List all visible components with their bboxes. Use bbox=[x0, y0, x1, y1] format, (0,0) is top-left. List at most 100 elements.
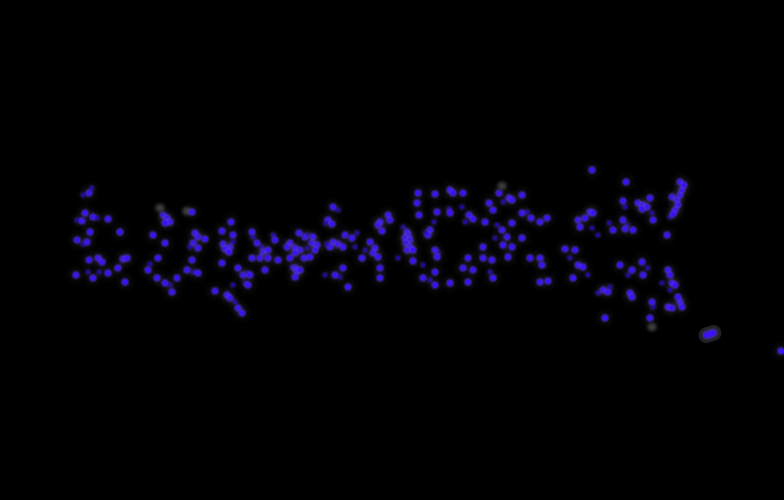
bright-spot bbox=[174, 275, 180, 281]
bright-spot bbox=[312, 247, 318, 253]
dim-spot bbox=[325, 242, 329, 246]
bright-spot bbox=[167, 219, 173, 225]
bright-spot bbox=[287, 240, 293, 246]
dim-spot bbox=[660, 281, 664, 285]
dim-spot bbox=[460, 205, 464, 209]
bright-spot bbox=[169, 289, 175, 295]
bright-spot bbox=[600, 287, 606, 293]
dim-spot bbox=[596, 291, 600, 295]
bright-spot bbox=[404, 229, 410, 235]
bright-spot bbox=[650, 217, 656, 223]
dim-spot bbox=[191, 270, 195, 274]
bright-spot bbox=[254, 240, 260, 246]
bright-spot bbox=[226, 249, 232, 255]
bright-spot bbox=[527, 255, 533, 261]
bright-spot bbox=[162, 220, 168, 226]
bright-spot bbox=[90, 275, 96, 281]
dim-spot bbox=[501, 200, 505, 204]
bright-spot bbox=[639, 206, 645, 212]
bright-spot bbox=[490, 275, 496, 281]
bright-spot bbox=[675, 202, 681, 208]
bright-spot bbox=[470, 216, 476, 222]
bright-spot bbox=[447, 187, 453, 193]
bright-spot bbox=[245, 282, 251, 288]
bright-spot bbox=[367, 239, 373, 245]
bright-spot bbox=[617, 262, 623, 268]
bright-spot bbox=[649, 299, 655, 305]
bright-spot bbox=[610, 227, 616, 233]
bright-spot bbox=[90, 214, 96, 220]
bright-spot bbox=[99, 259, 105, 265]
bright-spot bbox=[420, 275, 426, 281]
bright-spot bbox=[330, 204, 336, 210]
bright-spot bbox=[681, 182, 687, 188]
dim-spot bbox=[243, 281, 247, 285]
bright-spot bbox=[582, 215, 588, 221]
bright-spot bbox=[669, 194, 675, 200]
bright-spot bbox=[630, 227, 636, 233]
bright-spot bbox=[340, 244, 346, 250]
bright-spot bbox=[627, 290, 633, 296]
bright-spot bbox=[635, 200, 641, 206]
bright-spot bbox=[466, 212, 472, 218]
bright-spot bbox=[432, 247, 438, 253]
bright-spot bbox=[325, 217, 331, 223]
bright-spot bbox=[292, 250, 298, 256]
bright-spot bbox=[465, 279, 471, 285]
bright-spot bbox=[297, 247, 303, 253]
bright-spot bbox=[359, 255, 365, 261]
bright-spot bbox=[537, 255, 543, 261]
bright-spot bbox=[640, 202, 646, 208]
bright-spot bbox=[407, 244, 413, 250]
dim-spot bbox=[271, 233, 275, 237]
bright-spot bbox=[275, 257, 281, 263]
bright-spot bbox=[375, 222, 381, 228]
bright-spot bbox=[294, 268, 300, 274]
bright-spot bbox=[647, 195, 653, 201]
bright-spot bbox=[309, 240, 315, 246]
bright-spot bbox=[570, 275, 576, 281]
dim-spot bbox=[86, 270, 90, 274]
dim-spot bbox=[495, 223, 499, 227]
bright-spot bbox=[519, 192, 525, 198]
bright-spot bbox=[470, 267, 476, 273]
bright-spot bbox=[145, 267, 151, 273]
bright-spot bbox=[639, 259, 645, 265]
bright-spot bbox=[257, 255, 263, 261]
dim-spot bbox=[168, 283, 172, 287]
bright-spot bbox=[489, 257, 495, 263]
dim-spot bbox=[338, 275, 342, 279]
bright-spot bbox=[404, 247, 410, 253]
bright-spot bbox=[537, 279, 543, 285]
dim-spot bbox=[336, 208, 340, 212]
dim-spot bbox=[596, 233, 600, 237]
bright-spot bbox=[665, 304, 671, 310]
elongated-spot bbox=[702, 329, 718, 339]
dim-spot bbox=[231, 240, 235, 244]
faint-smudge bbox=[155, 204, 165, 212]
bright-spot bbox=[450, 190, 456, 196]
dim-spot bbox=[586, 273, 590, 277]
bright-spot bbox=[677, 299, 683, 305]
dim-spot bbox=[306, 233, 310, 237]
bright-spot bbox=[602, 315, 608, 321]
dim-spot bbox=[432, 220, 436, 224]
bright-spot bbox=[499, 227, 505, 233]
bright-spot bbox=[539, 262, 545, 268]
dim-spot bbox=[428, 278, 432, 282]
bright-spot bbox=[228, 219, 234, 225]
bright-spot bbox=[509, 220, 515, 226]
bright-spot bbox=[505, 254, 511, 260]
bright-spot bbox=[162, 240, 168, 246]
bright-spot bbox=[432, 191, 438, 197]
bright-spot bbox=[405, 232, 411, 238]
bright-spot bbox=[587, 209, 593, 215]
dim-spot bbox=[324, 221, 328, 225]
bright-spot bbox=[296, 230, 302, 236]
bright-spot bbox=[377, 219, 383, 225]
bright-spot bbox=[262, 267, 268, 273]
bright-spot bbox=[155, 255, 161, 261]
dim-spot bbox=[436, 251, 440, 255]
dim-spot bbox=[363, 248, 367, 252]
